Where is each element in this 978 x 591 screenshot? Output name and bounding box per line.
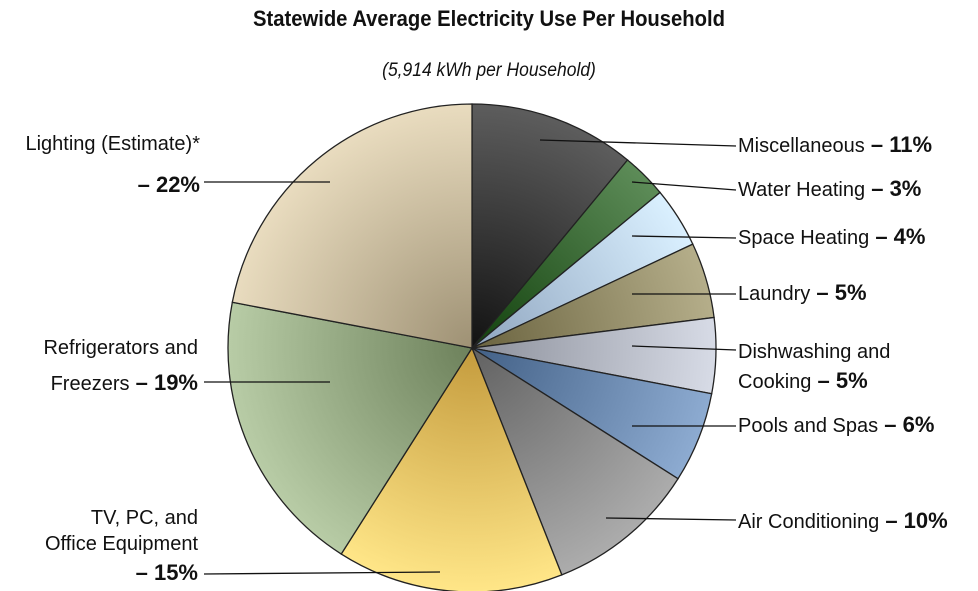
slice-percent: 3% [890, 176, 922, 201]
pie-slice-0 [471, 103, 629, 350]
slice-label-8-line-1: Freezers – 19% [51, 370, 198, 395]
slice-percent: 11% [889, 132, 932, 157]
slice-label-3-line-0: Laundry – 5% [738, 280, 867, 305]
slice-label-9-line-0: Lighting (Estimate)* [25, 133, 200, 155]
pie-slice-8 [227, 301, 474, 555]
leader-line-1 [631, 181, 737, 191]
slice-label-text: Lighting (Estimate)* [25, 133, 200, 155]
slice-label-8-line-0: Refrigerators and [43, 337, 198, 359]
slice-percent: 10% [904, 508, 948, 533]
leader-line-7 [203, 571, 441, 575]
slice-label-5-line-0: Pools and Spas – 6% [738, 412, 934, 437]
slice-percent: 6% [903, 412, 935, 437]
chart-subtitle: (5,914 kWh per Household) [382, 60, 596, 81]
leader-line-4 [631, 345, 737, 351]
slice-label-text: Air Conditioning [738, 511, 879, 533]
slice-label-7-line-0: TV, PC, and [91, 507, 198, 529]
slice-percent-7: – 15% [136, 560, 198, 585]
slice-label-text: Miscellaneous [738, 135, 865, 157]
leader-line-6 [605, 517, 737, 521]
slice-label-1-line-0: Water Heating – 3% [738, 176, 921, 201]
leader-line-2 [631, 235, 737, 239]
slice-label-7-line-1: Office Equipment [45, 533, 198, 555]
slice-label-text: Cooking [738, 371, 811, 393]
slice-label-0-line-0: Miscellaneous – 11% [738, 132, 932, 157]
slice-percent: 4% [894, 224, 926, 249]
slice-label-4-line-1: Cooking – 5% [738, 368, 868, 393]
slice-label-text: Office Equipment [45, 533, 198, 555]
slice-label-6-line-0: Air Conditioning – 10% [738, 508, 948, 533]
pie-slice-9 [231, 103, 473, 349]
leader-line-0 [539, 139, 737, 147]
slice-label-4-line-0: Dishwashing and [738, 341, 890, 363]
slice-label-text: Space Heating [738, 227, 869, 249]
slice-label-2-line-0: Space Heating – 4% [738, 224, 925, 249]
slice-percent: 5% [835, 280, 867, 305]
chart-title: Statewide Average Electricity Use Per Ho… [252, 6, 726, 31]
slice-label-text: Pools and Spas [738, 415, 878, 437]
slice-label-text: Dishwashing and [738, 341, 890, 363]
slice-percent-9: – 22% [138, 172, 200, 197]
slice-label-text: Refrigerators and [43, 337, 198, 359]
slice-label-text: Laundry [738, 283, 810, 305]
slice-percent: 5% [836, 368, 868, 393]
slice-label-text: Water Heating [738, 179, 865, 201]
slice-label-text: Freezers [51, 373, 130, 395]
slice-percent: 19% [154, 370, 198, 395]
slice-label-text: TV, PC, and [91, 507, 198, 529]
